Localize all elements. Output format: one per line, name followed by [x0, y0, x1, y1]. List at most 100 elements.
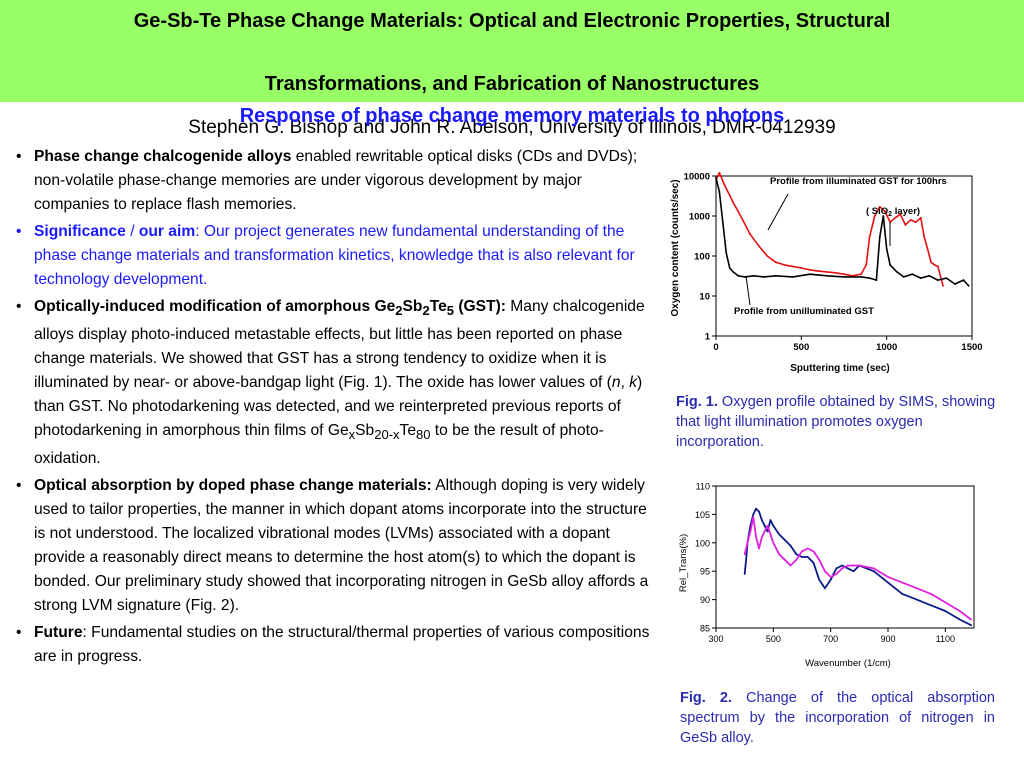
chart1-series-1-point [740, 216, 743, 219]
fig1-arrow-illuminated [767, 193, 789, 231]
chart1-series-1-point [894, 216, 897, 219]
sio2-label-b: layer) [892, 206, 920, 217]
b3-sub-x: x [348, 427, 356, 443]
b3-k: k [629, 374, 638, 392]
b3-formula-sb: Sb [355, 422, 375, 440]
chart1-series-2-point [868, 277, 871, 279]
chart2-series-1-point [745, 558, 747, 561]
bullet-3-heading: Optically-induced modification of amorph… [34, 298, 506, 318]
chart2-series-1-point [835, 567, 838, 570]
bullet-significance: Significance / our aim: Our project gene… [14, 220, 654, 292]
chart2-series-1-point [801, 556, 803, 558]
chart1-series-2-point [809, 273, 811, 276]
chart2-series-2-point [801, 550, 803, 553]
chart1-series-1-point [791, 265, 794, 268]
chart2-series-1-point [887, 581, 889, 584]
bullet-optical-absorption: Optical absorption by doped phase change… [14, 474, 654, 618]
chart1-series-1-point [718, 171, 721, 174]
chart2-series-2-point [944, 601, 947, 604]
chart1-series-2-point [744, 276, 746, 278]
chart2-series-2-point [778, 553, 780, 556]
chart2-x-tick-label: 700 [823, 634, 838, 644]
bullet-1-heading: Phase change chalcogenide alloys [34, 148, 292, 165]
chart2-series-1-point [758, 510, 760, 513]
chart1-series-2-point [919, 277, 922, 279]
chart1-series-1-point [865, 264, 868, 266]
chart2-series-2-point [806, 547, 809, 550]
chart2-series-1-point [806, 556, 809, 558]
bullet-optical-modification: Optically-induced modification of amorph… [14, 295, 654, 471]
chart1-series-1-point [937, 265, 939, 268]
fig2-y-axis-label: Rel_Trans(%) [678, 534, 689, 592]
chart1-series-1-point [930, 261, 932, 264]
fig1-annotation-illuminated: Profile from illuminated GST for 100hrs [770, 176, 947, 187]
chart2-series-2-point [795, 558, 798, 561]
chart2-series-2-point [970, 618, 972, 621]
chart2-series-2-point [841, 567, 843, 570]
chart2-series-2-point [812, 550, 815, 553]
chart1-series-1-point [783, 264, 786, 266]
b3-te: Te [429, 298, 447, 315]
bullet-3-text-c: to be the result of photo-oxidation. [34, 422, 604, 468]
chart2-series-2-point [758, 547, 760, 550]
b3-gst: (GST): [453, 298, 506, 315]
chart1-series-1-point [914, 221, 917, 224]
chart1-series-2-point [945, 277, 948, 279]
chart2-series-2-point [901, 581, 904, 584]
chart1-series-2-point [875, 279, 878, 281]
b3-sub-80: 80 [416, 427, 431, 443]
chart2-x-tick-label: 1100 [936, 634, 955, 644]
chart1-series-1-point [926, 248, 929, 250]
chart1-y-tick-label: 100 [694, 252, 710, 263]
chart2-series-2-point [872, 567, 875, 570]
chart2-series-1-point [824, 587, 826, 590]
chart1-series-1-point [878, 205, 881, 208]
fig1-annotation-unilluminated: Profile from unilluminated GST [734, 306, 874, 317]
bullet-4-text: Although doping is very widely used to t… [34, 477, 649, 615]
bullet-2-sep: / [125, 223, 139, 240]
chart1-series-1-point [899, 213, 902, 216]
chart2-series-2-point [772, 541, 775, 544]
fig2-x-axis-label: Wavenumber (1/cm) [805, 658, 891, 669]
bullet-4-heading: Optical absorption by doped phase change… [34, 477, 432, 495]
chart1-series-1-point [800, 267, 803, 269]
fig1-caption: Fig. 1. Oxygen profile obtained by SIMS,… [676, 392, 996, 452]
chart1-series-2-point [843, 276, 845, 278]
chart1-series-2-point [902, 276, 905, 278]
chart1-series-line-1 [715, 171, 944, 287]
fig1-y-axis-label: Oxygen content (counts/sec) [670, 179, 681, 316]
b3-ge: Optically-induced modification of amorph… [34, 298, 396, 315]
b3-sb: Sb [402, 298, 423, 315]
b3-n: n [611, 374, 621, 392]
chart2-series-1-point [930, 604, 932, 607]
chart1-series-2-point [718, 191, 721, 193]
chart1-series-1-point [817, 270, 820, 272]
chart2-series-1-point [872, 570, 875, 573]
chart2-series-2-point [743, 553, 746, 556]
fig1-annotation-sio2: ( SiO2 layer) [866, 206, 920, 218]
chart2-series-1-point [829, 578, 832, 581]
b3-comma: , [620, 374, 630, 392]
bullet-5-text: : Fundamental studies on the structural/… [34, 624, 650, 666]
chart1-series-2-point [878, 236, 881, 238]
title-line-2: Transformations, and Fabrication of Nano… [264, 73, 760, 95]
chart1-y-tick-label: 1000 [689, 212, 710, 223]
chart2-series-1-point [944, 610, 947, 612]
chart2-series-1-point [795, 553, 798, 556]
chart1-series-line-2 [715, 177, 970, 287]
chart1-series-1-point [774, 261, 777, 264]
chart2-series-1-point [841, 564, 843, 567]
chart1-series-1-point [933, 264, 936, 266]
fig2-caption-label: Fig. 2. [680, 690, 732, 706]
chart1-series-2-point [762, 276, 765, 278]
chart1-series-1-point [843, 273, 845, 276]
title-line-1: Ge-Sb-Te Phase Change Materials: Optical… [133, 10, 891, 32]
chart1-series-2-point [860, 276, 862, 278]
chart1-series-2-point [725, 251, 728, 254]
chart2-series-1-point [755, 507, 757, 510]
chart1-series-1-point [826, 271, 828, 273]
chart2-series-1-point [915, 598, 918, 601]
chart2-series-2-point [887, 576, 889, 578]
chart1-series-2-point [889, 264, 891, 266]
fig2-absorption-spectrum-chart: 300 500 700 900 1100 85 90 95 100 105 110 Wavenumb… [678, 482, 975, 669]
